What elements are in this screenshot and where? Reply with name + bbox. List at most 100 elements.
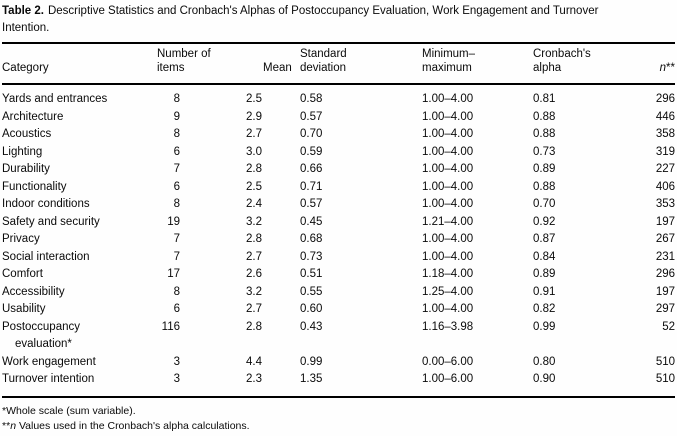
- cell-mean: 2.5: [246, 180, 262, 193]
- cell-mean: 3.2: [246, 215, 262, 228]
- cell-mean: 2.9: [246, 110, 262, 123]
- cell-n: 406: [655, 180, 675, 193]
- cell-cronbachs-alpha: 0.89: [533, 163, 556, 175]
- cell-number-of-items: 7: [173, 233, 180, 245]
- table-row: Postoccupancy evaluation* 116 2.8 0.43 1…: [2, 319, 675, 354]
- table-row: Accessibility 8 3.2 0.55 1.25–4.00 0.91 …: [2, 284, 675, 302]
- table-row: Durability 7 2.8 0.66 1.00–4.00 0.89 227: [2, 161, 675, 179]
- cell-n: 231: [655, 250, 675, 263]
- cell-standard-deviation: 0.70: [300, 128, 323, 140]
- cell-mean: 3.2: [246, 285, 262, 298]
- cell-n: 227: [655, 163, 675, 175]
- cell-category: Lighting: [2, 145, 43, 158]
- cell-category: Durability: [2, 163, 50, 175]
- header-minimum-maximum: Minimum– maximum: [422, 43, 533, 85]
- header-n: n**: [645, 43, 675, 85]
- footnotes: *Whole scale (sum variable). **n Values …: [2, 404, 677, 434]
- table-row: Acoustics 8 2.7 0.70 1.00–4.00 0.88 358: [2, 126, 675, 144]
- cell-mean: 2.4: [246, 198, 262, 210]
- cell-category: Work engagement: [2, 355, 96, 368]
- table-row: Yards and entrances 8 2.5 0.58 1.00–4.00…: [2, 84, 675, 109]
- cell-category: Social interaction: [2, 250, 90, 263]
- table-row: Functionality 6 2.5 0.71 1.00–4.00 0.88 …: [2, 179, 675, 197]
- cell-cronbachs-alpha: 0.84: [533, 250, 556, 263]
- header-category: Category: [2, 43, 157, 85]
- cell-n: 197: [655, 285, 675, 298]
- cell-standard-deviation: 1.35: [300, 373, 323, 385]
- cell-mean: 4.4: [246, 355, 262, 368]
- cell-cronbachs-alpha: 0.91: [533, 285, 556, 298]
- cell-mean: 2.3: [246, 373, 262, 385]
- cell-category: Postoccupancy evaluation*: [2, 320, 80, 351]
- cell-standard-deviation: 0.43: [300, 320, 323, 333]
- cell-standard-deviation: 0.60: [300, 303, 323, 315]
- cell-number-of-items: 8: [173, 128, 180, 140]
- table-row: Indoor conditions 8 2.4 0.57 1.00–4.00 0…: [2, 196, 675, 214]
- cell-number-of-items: 6: [173, 180, 180, 193]
- cell-standard-deviation: 0.51: [300, 268, 323, 280]
- cell-standard-deviation: 0.58: [300, 93, 323, 105]
- cell-cronbachs-alpha: 0.70: [533, 198, 556, 210]
- cell-category: Comfort: [2, 268, 43, 280]
- cell-cronbachs-alpha: 0.88: [533, 110, 556, 123]
- cell-standard-deviation: 0.55: [300, 285, 323, 298]
- cell-cronbachs-alpha: 0.80: [533, 355, 556, 368]
- cell-mean: 2.8: [246, 320, 262, 333]
- cell-category: Indoor conditions: [2, 198, 90, 210]
- cell-mean: 2.8: [246, 233, 262, 245]
- cell-minimum-maximum: 1.00–4.00: [422, 250, 474, 263]
- cell-category: Accessibility: [2, 285, 65, 298]
- cell-minimum-maximum: 1.16–3.98: [422, 320, 474, 333]
- cell-minimum-maximum: 1.00–4.00: [422, 93, 474, 105]
- header-cronbachs-alpha: Cronbach's alpha: [533, 43, 645, 85]
- cell-number-of-items: 3: [173, 355, 180, 368]
- table-row: Safety and security 19 3.2 0.45 1.21–4.0…: [2, 214, 675, 232]
- cell-standard-deviation: 0.99: [300, 355, 323, 368]
- cell-mean: 2.6: [246, 268, 262, 280]
- cell-minimum-maximum: 1.00–4.00: [422, 128, 474, 140]
- cell-category: Architecture: [2, 110, 64, 123]
- stats-table: Category Number of items Mean Standard d…: [2, 42, 675, 398]
- cell-standard-deviation: 0.59: [300, 145, 323, 158]
- cell-n: 358: [655, 128, 675, 140]
- cell-minimum-maximum: 1.00–4.00: [422, 163, 474, 175]
- cell-mean: 2.7: [246, 250, 262, 263]
- table-row: Turnover intention 3 2.3 1.35 1.00–6.00 …: [2, 371, 675, 397]
- cell-standard-deviation: 0.57: [300, 110, 323, 123]
- cell-minimum-maximum: 0.00–6.00: [422, 355, 474, 368]
- cell-number-of-items: 8: [173, 93, 180, 105]
- footnote-2: **n Values used in the Cronbach's alpha …: [2, 419, 250, 432]
- cell-standard-deviation: 0.68: [300, 233, 323, 245]
- cell-cronbachs-alpha: 0.73: [533, 145, 556, 158]
- table-row: Social interaction 7 2.7 0.73 1.00–4.00 …: [2, 249, 675, 267]
- table-title: Table 2. Descriptive Statistics and Cronb…: [0, 0, 642, 36]
- table-row: Architecture 9 2.9 0.57 1.00–4.00 0.88 4…: [2, 109, 675, 127]
- table-row: Usability 6 2.7 0.60 1.00–4.00 0.82 297: [2, 301, 675, 319]
- cell-minimum-maximum: 1.21–4.00: [422, 215, 474, 228]
- cell-n: 296: [655, 268, 675, 280]
- cell-number-of-items: 8: [173, 198, 180, 210]
- footnote-1: *Whole scale (sum variable).: [2, 404, 136, 417]
- cell-category: Acoustics: [2, 128, 52, 140]
- cell-category: Safety and security: [2, 215, 100, 228]
- cell-n: 510: [655, 373, 675, 385]
- cell-n: 319: [655, 145, 675, 158]
- cell-category: Privacy: [2, 233, 40, 245]
- cell-cronbachs-alpha: 0.82: [533, 303, 556, 315]
- cell-n: 510: [655, 355, 675, 368]
- cell-number-of-items: 6: [173, 145, 180, 158]
- cell-number-of-items: 3: [173, 373, 180, 385]
- cell-cronbachs-alpha: 0.88: [533, 128, 556, 140]
- table-header-row: Category Number of items Mean Standard d…: [2, 43, 675, 85]
- header-standard-deviation: Standard deviation: [300, 43, 422, 85]
- cell-mean: 2.7: [246, 128, 262, 140]
- cell-n: 197: [655, 215, 675, 228]
- cell-standard-deviation: 0.73: [300, 250, 323, 263]
- cell-cronbachs-alpha: 0.87: [533, 233, 556, 245]
- cell-n: 353: [655, 198, 675, 210]
- cell-cronbachs-alpha: 0.88: [533, 180, 556, 193]
- header-number-of-items: Number of items: [157, 43, 246, 85]
- cell-minimum-maximum: 1.18–4.00: [422, 268, 474, 280]
- cell-minimum-maximum: 1.00–4.00: [422, 180, 474, 193]
- cell-standard-deviation: 0.71: [300, 180, 323, 193]
